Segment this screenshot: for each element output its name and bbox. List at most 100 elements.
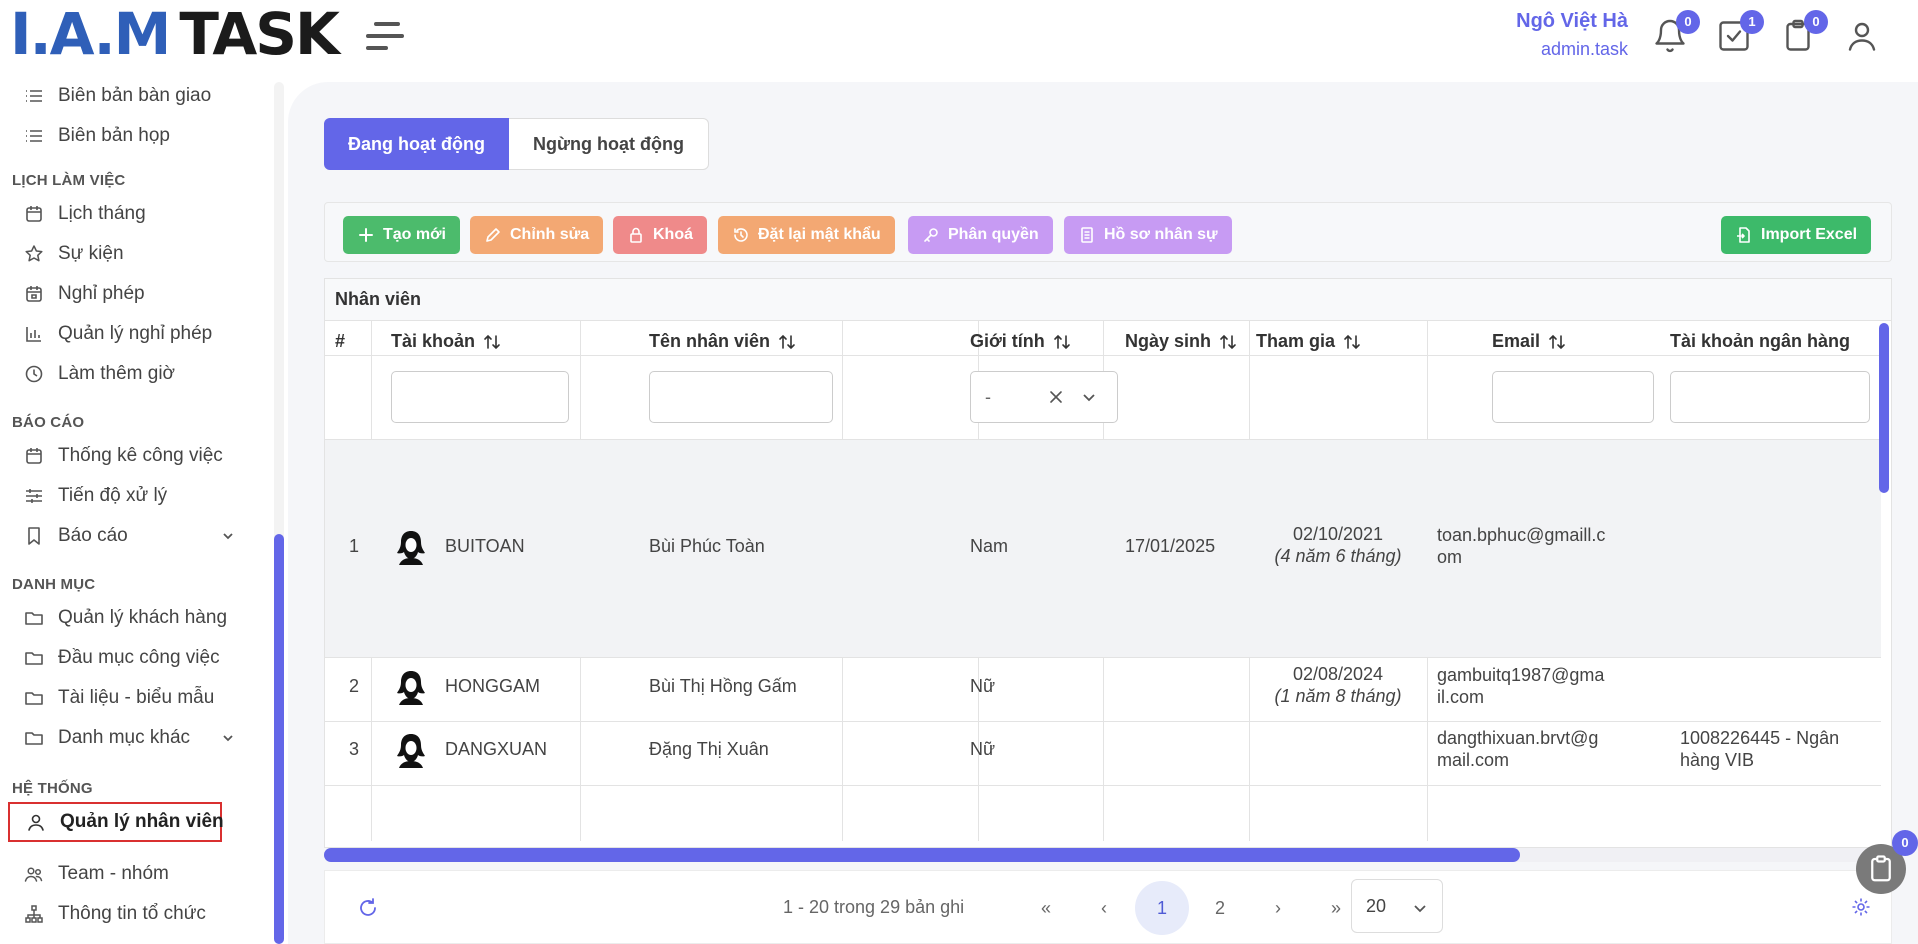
lock-icon bbox=[630, 227, 642, 243]
clock-icon bbox=[25, 365, 43, 383]
notification-badge: 0 bbox=[1676, 10, 1700, 34]
first-page-button[interactable]: « bbox=[1040, 897, 1051, 918]
clipboard-badge: 0 bbox=[1804, 10, 1828, 34]
plus-icon bbox=[359, 228, 373, 242]
sort-icon bbox=[1344, 334, 1360, 349]
lock-button[interactable]: Khoá bbox=[613, 216, 707, 254]
menu-toggle-icon[interactable] bbox=[366, 20, 404, 52]
import-excel-button[interactable]: Import Excel bbox=[1721, 216, 1872, 254]
filter-bank-input[interactable] bbox=[1670, 371, 1870, 423]
page-button-1[interactable]: 1 bbox=[1135, 881, 1189, 935]
sidebar-item-employee-management[interactable]: Quản lý nhân viên bbox=[8, 802, 224, 842]
column-header-account[interactable]: Tài khoản bbox=[391, 331, 501, 352]
sidebar-section-system: HỆ THỐNG bbox=[12, 780, 93, 797]
folder-icon bbox=[25, 612, 43, 625]
table-caption: Nhân viên bbox=[325, 279, 1891, 321]
column-header-joined[interactable]: Tham gia bbox=[1256, 331, 1361, 352]
tab-active[interactable]: Đang hoạt động bbox=[324, 118, 509, 170]
page-button-2[interactable]: 2 bbox=[1214, 897, 1225, 918]
sidebar-item-reports[interactable]: Báo cáo bbox=[24, 520, 233, 552]
list-icon bbox=[26, 90, 42, 102]
document-icon bbox=[1081, 227, 1093, 243]
sidebar-section-catalog: DANH MỤC bbox=[12, 576, 96, 593]
sidebar-scrollbar-track[interactable] bbox=[274, 82, 284, 944]
filter-email-input[interactable] bbox=[1492, 371, 1654, 423]
page-size-select[interactable]: 20 bbox=[1351, 879, 1443, 933]
sidebar-item-monthly-calendar[interactable]: Lịch tháng bbox=[24, 198, 146, 230]
calendar-leave-icon bbox=[26, 286, 42, 302]
user-icon bbox=[28, 814, 44, 831]
task-check-icon[interactable]: 1 bbox=[1716, 10, 1764, 54]
chevron-down-icon[interactable] bbox=[1081, 389, 1097, 405]
sidebar-item-organization[interactable]: Thông tin tổ chức bbox=[24, 898, 206, 930]
filter-account-input[interactable] bbox=[391, 371, 569, 423]
pencil-icon bbox=[486, 228, 500, 242]
sidebar-item-leave[interactable]: Nghỉ phép bbox=[24, 278, 145, 310]
sidebar-section-reports: BÁO CÁO bbox=[12, 414, 85, 431]
users-group-icon bbox=[24, 867, 43, 882]
sort-icon bbox=[779, 334, 795, 349]
last-page-button[interactable]: » bbox=[1330, 897, 1341, 918]
task-badge: 1 bbox=[1740, 10, 1764, 34]
notification-bell-icon[interactable]: 0 bbox=[1652, 10, 1700, 54]
sidebar-item-meeting-minutes[interactable]: Biên bản họp bbox=[24, 120, 170, 152]
user-profile-icon[interactable] bbox=[1844, 18, 1880, 54]
user-info[interactable]: Ngô Việt Hà admin.task bbox=[1516, 10, 1628, 60]
chevron-down-icon bbox=[1414, 905, 1426, 913]
filter-gender-select[interactable]: - bbox=[970, 371, 1118, 423]
sidebar-item-progress[interactable]: Tiến độ xử lý bbox=[24, 480, 167, 512]
org-chart-icon bbox=[25, 905, 43, 923]
folder-icon bbox=[25, 692, 43, 705]
file-import-icon bbox=[1737, 227, 1750, 243]
table-horizontal-scrollbar[interactable] bbox=[324, 848, 1892, 862]
edit-button[interactable]: Chỉnh sửa bbox=[470, 216, 604, 254]
sidebar-item-work-categories[interactable]: Đầu mục công việc bbox=[24, 642, 220, 674]
avatar-icon bbox=[397, 531, 425, 565]
pagination-bar: 1 - 20 trong 29 bản ghi « ‹ 1 2 › » 20 bbox=[324, 870, 1892, 944]
folder-icon bbox=[25, 652, 43, 665]
sidebar-section-schedule: LỊCH LÀM VIỆC bbox=[12, 172, 126, 189]
column-header-dob[interactable]: Ngày sinh bbox=[1125, 331, 1237, 352]
permissions-button[interactable]: Phân quyền bbox=[908, 216, 1053, 254]
sort-icon bbox=[1549, 334, 1565, 349]
clear-icon[interactable] bbox=[1047, 388, 1065, 406]
user-name: Ngô Việt Hà bbox=[1516, 10, 1628, 32]
next-page-button[interactable]: › bbox=[1275, 897, 1281, 918]
sidebar-item-other-catalog[interactable]: Danh mục khác bbox=[24, 722, 233, 754]
sidebar-item-handover-minutes[interactable]: Biên bản bàn giao bbox=[24, 80, 211, 112]
sidebar-item-events[interactable]: Sự kiện bbox=[24, 238, 124, 270]
key-icon bbox=[924, 228, 938, 242]
sidebar-item-customers[interactable]: Quản lý khách hàng bbox=[24, 602, 227, 634]
sidebar-item-documents[interactable]: Tài liệu - biểu mẫu bbox=[24, 682, 214, 714]
clipboard-icon[interactable]: 0 bbox=[1780, 10, 1828, 54]
app-logo[interactable]: I.A.M TASK bbox=[10, 0, 340, 68]
column-header-name[interactable]: Tên nhân viên bbox=[649, 331, 796, 352]
sidebar-item-teams[interactable]: Team - nhóm bbox=[24, 858, 169, 890]
calendar-icon bbox=[26, 448, 42, 464]
settings-gear-icon[interactable] bbox=[1851, 897, 1871, 917]
table-vertical-scrollbar[interactable] bbox=[1879, 323, 1889, 493]
reset-password-button[interactable]: Đặt lại mật khẩu bbox=[718, 216, 895, 254]
column-header-bank: Tài khoản ngân hàng bbox=[1670, 331, 1851, 351]
create-button[interactable]: Tạo mới bbox=[343, 216, 460, 254]
sort-icon bbox=[1053, 334, 1070, 349]
filter-name-input[interactable] bbox=[649, 371, 833, 423]
status-tabs: Đang hoạt động Ngừng hoạt động bbox=[324, 118, 709, 170]
sidebar-item-work-statistics[interactable]: Thống kê công việc bbox=[24, 440, 223, 472]
table-row-highlight bbox=[325, 440, 1881, 657]
sidebar-scrollbar-thumb[interactable] bbox=[274, 534, 284, 944]
tab-inactive[interactable]: Ngừng hoạt động bbox=[508, 118, 709, 170]
column-header-gender[interactable]: Giới tính bbox=[970, 331, 1071, 352]
sidebar-item-leave-management[interactable]: Quản lý nghỉ phép bbox=[24, 318, 212, 350]
sidebar-item-overtime[interactable]: Làm thêm giờ bbox=[24, 358, 175, 390]
column-header-email[interactable]: Email bbox=[1492, 331, 1566, 352]
floating-clipboard-badge: 0 bbox=[1892, 830, 1918, 856]
bar-chart-icon bbox=[26, 327, 41, 342]
refresh-icon[interactable] bbox=[357, 897, 379, 919]
column-header-index: # bbox=[335, 331, 346, 351]
prev-page-button[interactable]: ‹ bbox=[1101, 897, 1107, 918]
hr-profile-button[interactable]: Hồ sơ nhân sự bbox=[1064, 216, 1232, 254]
sliders-icon bbox=[26, 489, 42, 503]
horizontal-scrollbar-thumb[interactable] bbox=[324, 848, 1520, 862]
